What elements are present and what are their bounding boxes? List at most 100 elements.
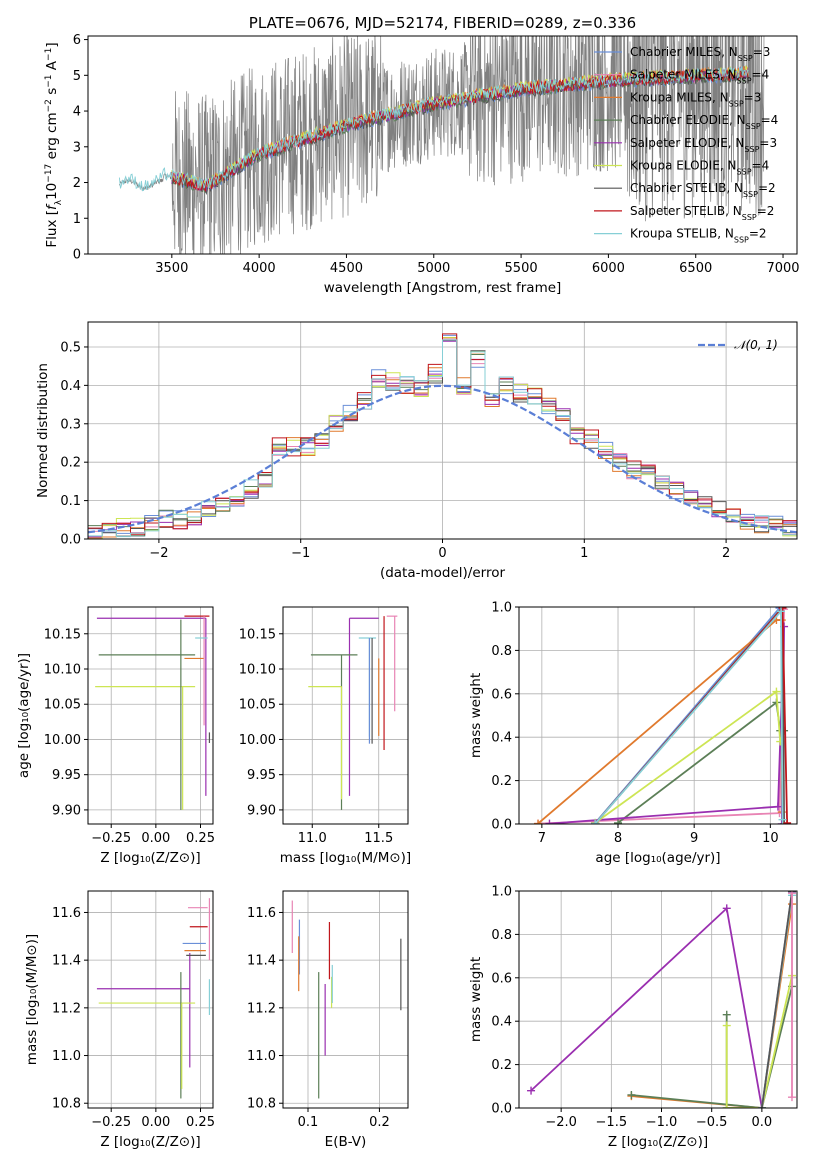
legend-value: =3	[744, 90, 762, 104]
y-label-part: ]	[44, 42, 60, 47]
histogram-kroupa_stelib	[88, 339, 797, 539]
weight-marker-kroupa_elodie	[722, 1021, 731, 1030]
weight-marker-kroupa_stelib	[777, 607, 786, 616]
legend-label: Salpeter ELODIE, N	[630, 136, 744, 150]
mass-vs-extinction-panel: 0.1 0.2 10.8 11.0 11.2 11.4 11.6 E(B-V)	[247, 890, 409, 1150]
y-axis-label: mass weight	[468, 957, 484, 1042]
legend-value: =3	[753, 45, 771, 59]
legend-entry-kroupa_elodie: Kroupa ELODIE, NSSP=4	[630, 159, 769, 177]
y-label-part: Flux [	[44, 210, 60, 248]
legend-entry-salpeter_elodie: Salpeter ELODIE, NSSP=3	[630, 136, 777, 154]
legend-label: Kroupa MILES, N	[630, 90, 729, 104]
y-tick-label: 2	[73, 176, 81, 191]
legend-subscript: SSP	[743, 190, 758, 199]
y-tick-label: 10.05	[239, 698, 276, 713]
model-line-kroupa_stelib	[118, 66, 749, 192]
x-tick-label: 3500	[155, 261, 188, 276]
legend-entry-normal: 𝒩(0, 1)	[734, 338, 778, 352]
x-tick-label: 4500	[330, 261, 363, 276]
y-tick-label: 10.05	[44, 698, 81, 713]
x-tick-label: −1	[291, 546, 310, 561]
legend-subscript: SSP	[738, 54, 753, 63]
weight-vs-age-panel: 7 8 9 10 0.0 0.2 0.4 0.6 0.8 1.0 age [log₁₀(age/yr…	[468, 601, 798, 866]
weight-marker-chabrier_elodie	[614, 818, 623, 824]
y-tick-label: 9.90	[52, 803, 81, 818]
x-axis-label: Z [log₁₀(Z/Z⊙)]	[608, 1134, 708, 1150]
plot-area	[291, 900, 402, 1099]
x-tick-label: 0.25	[186, 1115, 215, 1130]
x-tick-label: 11.0	[298, 831, 327, 846]
x-tick-label: 0.1	[298, 1115, 319, 1130]
y-tick-label: 0.2	[491, 1058, 512, 1073]
legend-subscript: SSP	[729, 99, 744, 108]
x-tick-label: 4000	[243, 261, 276, 276]
y-tick-label: 0.6	[491, 971, 512, 986]
x-tick-label: 0.2	[369, 1115, 390, 1130]
y-tick-label: 10.10	[239, 663, 276, 678]
x-tick-label: 10	[762, 831, 779, 846]
x-tick-label: 2	[722, 546, 730, 561]
weight-line-chabrier_stelib	[761, 891, 793, 1108]
x-axis-label: age [log₁₀(age/yr)]	[595, 850, 720, 866]
axes-frame	[282, 606, 409, 825]
y-axis-label: Normed distribution	[35, 363, 51, 498]
legend-value: =2	[758, 181, 776, 195]
y-tick-label: 11.6	[247, 906, 276, 921]
legend-label: Salpeter MILES, N	[630, 68, 737, 82]
x-axis-label: E(B-V)	[325, 1134, 367, 1150]
weight-line-chabrier_elodie	[631, 1094, 762, 1108]
legend-value: =4	[761, 113, 779, 127]
y-tick-label: 0.2	[491, 774, 512, 789]
x-tick-label: 0.00	[141, 831, 170, 846]
legend-value: =2	[749, 227, 767, 241]
weight-marker-kroupa_elodie	[722, 1104, 731, 1108]
weight-line-kroupa_elodie	[594, 689, 782, 824]
x-axis-label: (data-model)/error	[380, 565, 506, 581]
axes-frame	[518, 606, 798, 825]
weight-line-kroupa_elodie	[725, 975, 793, 1108]
axes-frame	[87, 606, 214, 825]
y-label-part: −1	[44, 48, 54, 61]
weight-vs-metallicity-panel: −2.0 −1.5 −1.0 −0.5 0.0 0.0 0.2 0.4 0.6 0.8 1.0 Z […	[468, 885, 798, 1150]
weight-marker-chabrier_elodie	[722, 1010, 731, 1019]
plot-area	[88, 333, 797, 539]
y-tick-label: 10.8	[52, 1097, 81, 1112]
legend-label: Kroupa STELIB, N	[630, 227, 734, 241]
y-tick-label: 11.0	[52, 1049, 81, 1064]
chart-title: PLATE=0676, MJD=52174, FIBERID=0289, z=0…	[249, 14, 636, 32]
y-axis-label: mass weight	[468, 673, 484, 758]
weight-marker-chabrier_stelib	[780, 820, 789, 824]
normal-distribution-curve	[88, 384, 797, 534]
x-tick-label: 0	[438, 546, 446, 561]
plot-area	[96, 898, 211, 1099]
y-tick-label: 9.90	[247, 803, 276, 818]
weight-line-salpeter_elodie	[549, 626, 785, 824]
x-tick-label: 6000	[592, 261, 625, 276]
y-tick-label: 0.0	[491, 818, 512, 833]
axes-frame	[282, 890, 409, 1109]
y-label-part: f	[44, 203, 60, 210]
x-tick-label: −1.0	[646, 1115, 678, 1130]
plot-area	[308, 615, 398, 810]
y-tick-label: 0.6	[491, 687, 512, 702]
axes-frame	[518, 890, 798, 1109]
y-label-part: s	[44, 88, 60, 99]
x-tick-label: −0.25	[91, 831, 131, 846]
y-tick-label: 0.0	[491, 1102, 512, 1117]
y-tick-label: 11.2	[247, 1001, 276, 1016]
y-tick-label: 9.95	[52, 768, 81, 783]
weight-line-chabrier_elodie	[617, 700, 785, 824]
y-tick-label: 5	[73, 69, 81, 84]
x-tick-label: −2	[149, 546, 168, 561]
y-tick-label: 0.3	[60, 417, 81, 432]
legend-value: =2	[757, 204, 775, 218]
y-tick-label: 11.6	[52, 906, 81, 921]
y-tick-label: 10.00	[44, 733, 81, 748]
weight-marker-salpeter_elodie	[777, 820, 786, 824]
legend-label: Chabrier ELODIE, N	[630, 113, 746, 127]
y-label-part: 10	[44, 183, 60, 200]
y-tick-label: 10.15	[239, 627, 276, 642]
x-tick-label: −2.0	[545, 1115, 577, 1130]
